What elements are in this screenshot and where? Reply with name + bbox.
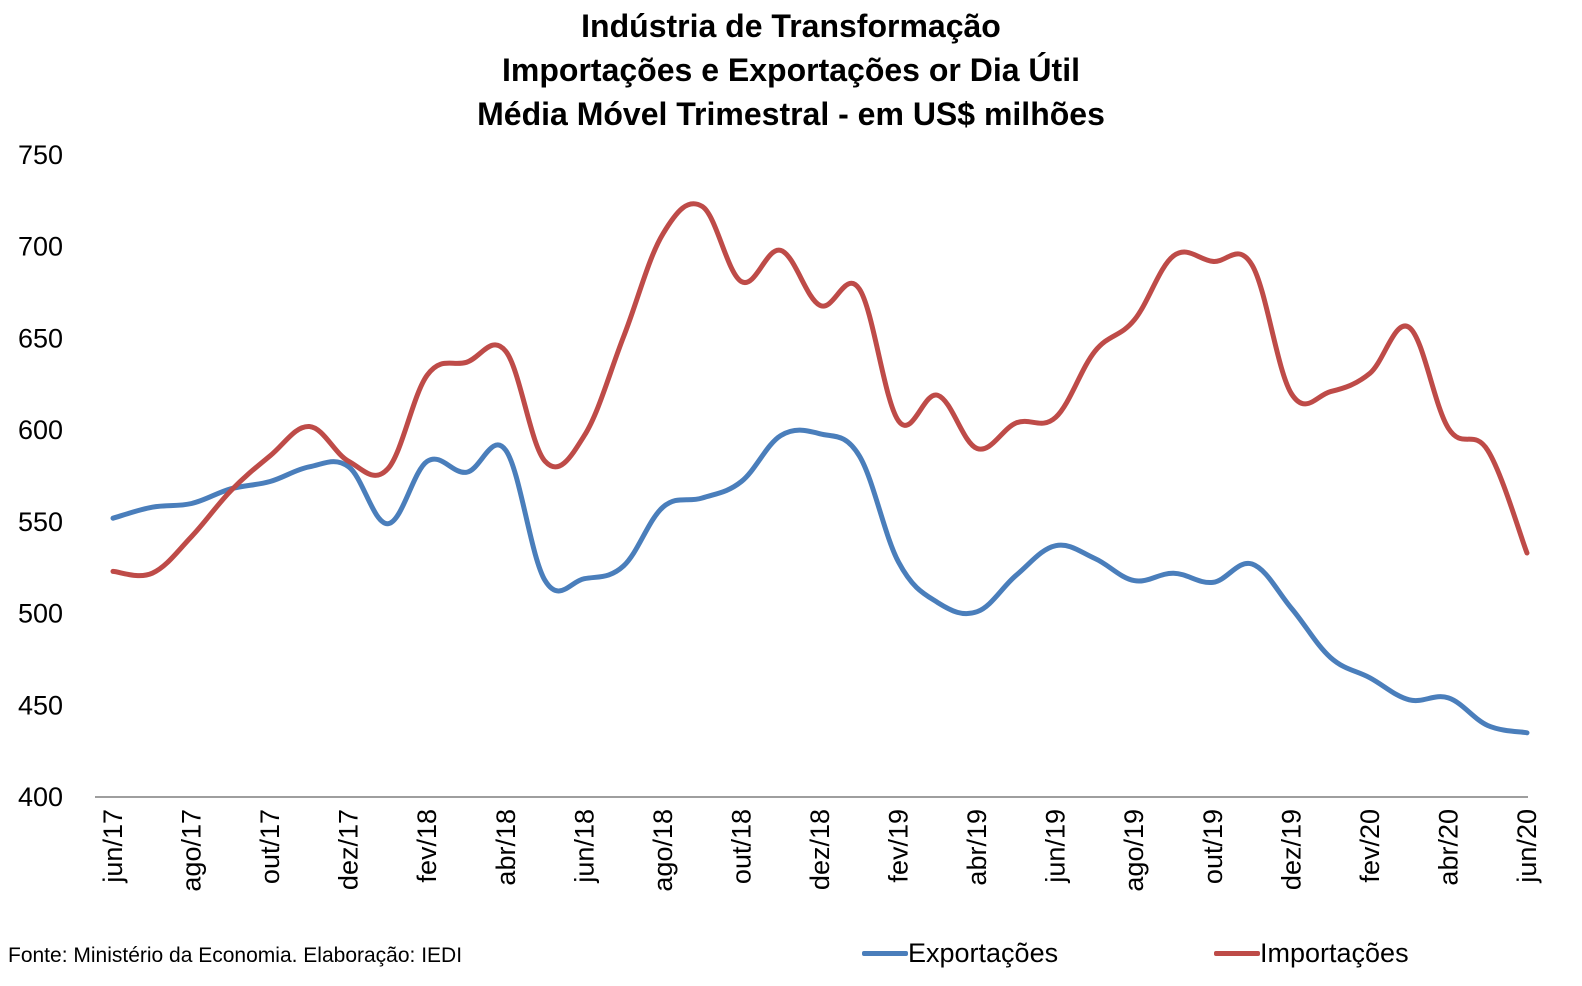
x-tick-label: ago/17 [177, 809, 207, 892]
x-tick-label: jun/20 [1512, 809, 1542, 884]
x-tick-label: dez/17 [334, 809, 364, 890]
x-tick-label: fev/18 [412, 809, 442, 883]
legend-item-importacoes: Importações [1214, 935, 1409, 971]
plot-area [110, 201, 1530, 736]
y-tick-label: 600 [18, 415, 63, 445]
x-tick-label: dez/18 [805, 809, 835, 890]
x-tick-label: out/18 [726, 809, 756, 884]
y-tick-label: 700 [18, 232, 63, 262]
y-tick-label: 500 [18, 599, 63, 629]
series-line-exportacoes [110, 427, 1530, 736]
x-tick-label: abr/20 [1433, 809, 1463, 886]
x-tick-label: abr/19 [962, 809, 992, 886]
legend-swatch-importacoes [1214, 950, 1260, 956]
chart-title-line-1: Indústria de Transformação [581, 8, 1001, 44]
legend-label-importacoes: Importações [1260, 937, 1409, 968]
chart-title-line-3: Média Móvel Trimestral - em US$ milhões [477, 96, 1105, 132]
y-tick-label: 400 [18, 782, 63, 812]
x-tick-label: dez/19 [1276, 809, 1306, 890]
legend-swatch-exportacoes [862, 950, 908, 956]
y-tick-label: 650 [18, 323, 63, 353]
x-tick-label: out/19 [1198, 809, 1228, 884]
y-tick-label: 750 [18, 140, 63, 170]
chart-title-line-2: Importações e Exportações or Dia Útil [502, 52, 1080, 88]
series-line-importacoes [110, 201, 1530, 579]
x-tick-label: out/17 [255, 809, 285, 884]
x-tick-label: fev/20 [1355, 809, 1385, 883]
legend-label-exportacoes: Exportações [908, 937, 1059, 968]
y-tick-label: 450 [18, 690, 63, 720]
x-tick-label: abr/18 [491, 809, 521, 886]
x-axis-labels: jun/17 ago/17 out/17 dez/17 fev/18 abr/18 jun/… [98, 809, 1542, 892]
y-tick-label: 550 [18, 507, 63, 537]
x-tick-label: jun/19 [1041, 809, 1071, 884]
chart-title: Indústria de Transformação Importações e… [0, 4, 1582, 136]
x-tick-label: jun/17 [98, 809, 128, 884]
legend-item-exportacoes: Exportações [862, 935, 1058, 971]
x-tick-label: ago/19 [1119, 809, 1149, 892]
x-tick-label: jun/18 [569, 809, 599, 884]
x-tick-label: fev/19 [884, 809, 914, 883]
source-note: Fonte: Ministério da Economia. Elaboraçã… [8, 944, 463, 967]
y-axis-labels: 400 450 500 550 600 650 700 750 [18, 140, 63, 812]
x-tick-label: ago/18 [648, 809, 678, 892]
